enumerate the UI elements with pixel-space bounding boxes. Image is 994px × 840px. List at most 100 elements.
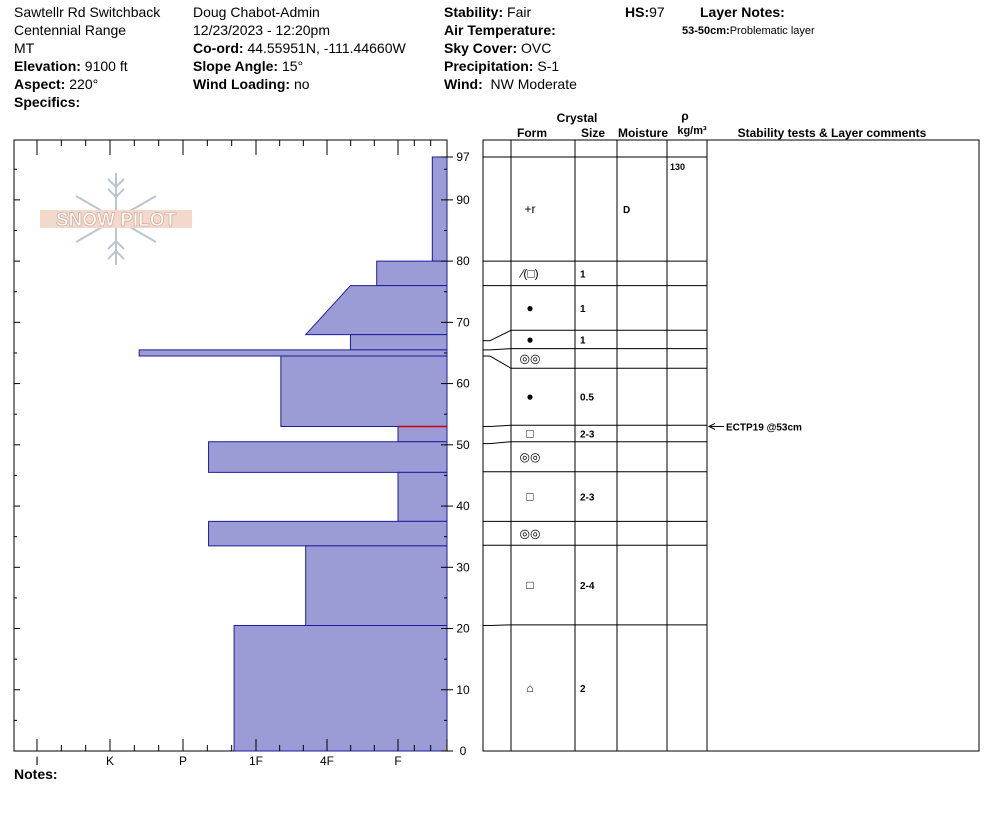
range-name: Centennial Range (14, 22, 127, 38)
hardness-layer-11 (233, 624, 448, 752)
depth-tick-label: 70 (456, 315, 470, 329)
hardness-layer-2 (304, 285, 448, 336)
hardness-layer-4 (138, 349, 448, 357)
layer-form: ● (526, 332, 533, 346)
layer-size: 1 (580, 304, 586, 315)
specifics-row: Specifics: (14, 93, 160, 111)
hs-value: 97 (649, 4, 665, 20)
hardness-layer-7 (208, 441, 448, 473)
layer-boundary-connector (489, 348, 512, 351)
hardness-label: K (106, 754, 114, 768)
layer-form: ∕(□) (518, 266, 538, 280)
layer-moisture: D (623, 205, 630, 216)
precip-value: S-1 (537, 58, 560, 74)
layer-size: 0.5 (580, 393, 594, 404)
elevation-row: Elevation: 9100 ft (14, 57, 160, 75)
layer-density: 130 (670, 162, 685, 172)
observer-name: Doug Chabot-Admin (193, 4, 320, 20)
logo-text: SNOW PILOT (56, 210, 177, 231)
layer-size: 1 (580, 269, 586, 280)
hardness-layer-0 (431, 156, 448, 262)
hardness-layer-1 (376, 260, 448, 287)
sky-label: Sky Cover: (444, 40, 518, 56)
wind-value: NW Moderate (490, 76, 577, 92)
observation-datetime: 12/23/2023 - 12:20pm (193, 22, 330, 38)
layer-form: ● (526, 301, 533, 315)
depth-tick-label: 40 (456, 499, 470, 513)
layer-size: 2-4 (580, 581, 595, 592)
hs-row: HS:97 (625, 3, 665, 21)
wind-loading-label: Wind Loading: (193, 76, 291, 92)
hardness-layer-9 (208, 520, 448, 547)
layer-table-frame (482, 139, 980, 752)
slope-value: 15° (281, 58, 304, 74)
stability-test-label: ECTP19 @53cm (726, 422, 802, 433)
hs-label: HS: (625, 4, 650, 20)
layer-form: □ (526, 426, 533, 440)
logo-banner (40, 210, 192, 228)
layer-size: 1 (580, 335, 586, 346)
depth-tick-label: 90 (456, 193, 470, 207)
header-col-2: Doug Chabot-Admin 12/23/2023 - 12:20pm C… (193, 3, 406, 93)
elevation-label: Elevation: (14, 58, 81, 74)
hardness-layer-5 (280, 355, 448, 427)
hardness-layer-8 (397, 471, 448, 522)
wind-loading-value: no (293, 76, 310, 92)
hardness-label: 1F (249, 754, 263, 768)
air-temp-label: Air Temperature: (444, 22, 556, 38)
depth-tick-label: 50 (456, 438, 470, 452)
header-col-3: Stability: Fair Air Temperature: Sky Cov… (444, 3, 577, 93)
depth-tick-label: 60 (456, 377, 470, 391)
layer-form: +r (524, 202, 535, 216)
layer-notes-label: Layer Notes: (700, 4, 785, 20)
depth-tick-label: 80 (456, 254, 470, 268)
layer-boundary-connector (489, 424, 512, 427)
hardness-label: I (35, 754, 38, 768)
header-col-1: Sawtellr Rd Switchback Centennial Range … (14, 3, 160, 111)
hardness-layer-6 (397, 425, 448, 443)
layer-table: Crystal Form Size Moisture ρ kg/m³ Stabi… (482, 109, 980, 752)
depth-tick-label: 20 (456, 622, 470, 636)
depth-tick-label: 97 (456, 150, 470, 164)
depth-tick-label: 10 (456, 683, 470, 697)
col-header-moisture: Moisture (618, 126, 668, 140)
layer-boundary-connector (489, 441, 512, 445)
layer-form: □ (526, 578, 533, 592)
col-header-size: Size (581, 126, 605, 140)
notes-label: Notes: (14, 766, 58, 782)
hardness-label: 4F (320, 754, 334, 768)
axes: 0 10 20 30 40 50 60 70 80 90 97 I K P 1F 4F F (14, 140, 470, 768)
wind-row: Wind: NW Moderate (444, 75, 577, 93)
hardness-label: P (179, 754, 187, 768)
wind-loading-row: Wind Loading: no (193, 75, 406, 93)
coord-row: Co-ord: 44.55951N, -111.44660W (193, 39, 406, 57)
arrow-left-icon (707, 422, 716, 430)
precip-label: Precipitation: (444, 58, 534, 74)
snowpilot-logo: SNOW PILOT (40, 173, 192, 265)
slope-row: Slope Angle: 15° (193, 57, 406, 75)
layer-note-range: 53-50cm: (682, 25, 730, 37)
coord-value: 44.55951N, -111.44660W (247, 40, 406, 56)
col-header-stability: Stability tests & Layer comments (738, 126, 927, 140)
notes-row: Notes: (14, 765, 58, 783)
layer-form: □ (526, 490, 533, 504)
hardness-label: F (394, 754, 401, 768)
col-header-density-unit: kg/m³ (677, 125, 707, 137)
state-name: MT (14, 40, 35, 56)
location-name: Sawtellr Rd Switchback (14, 4, 161, 20)
wind-label: Wind: (444, 76, 483, 92)
aspect-value: 220° (69, 76, 99, 92)
depth-tick-label: 0 (460, 744, 467, 758)
coord-label: Co-ord: (193, 40, 244, 56)
layer-note-text: Problematic layer (729, 25, 815, 37)
layer-boundary-connector (489, 624, 512, 626)
aspect-row: Aspect: 220° (14, 75, 160, 93)
layer-size: 2-3 (580, 493, 595, 504)
layer-size: 2 (580, 684, 586, 695)
stability-label: Stability: (444, 4, 504, 20)
stability-value: Fair (507, 4, 532, 20)
col-header-crystal: Crystal (557, 111, 598, 125)
slope-label: Slope Angle: (193, 58, 279, 74)
elevation-value: 9100 ft (84, 58, 128, 74)
